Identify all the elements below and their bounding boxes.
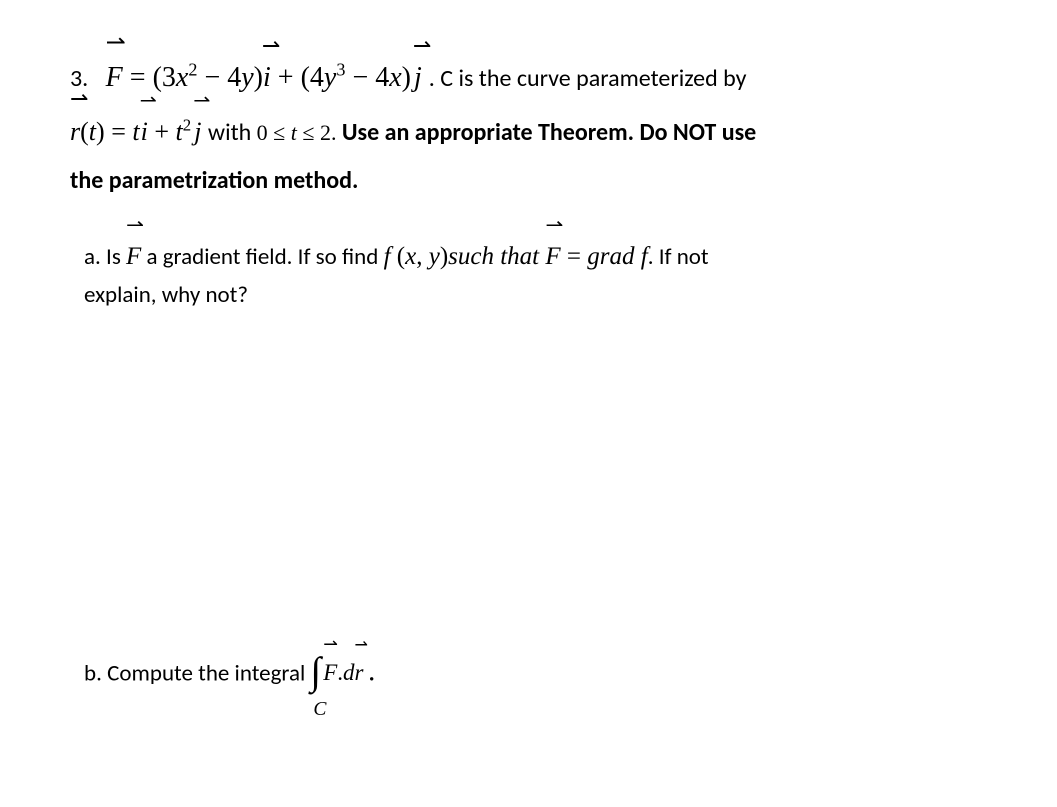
unit-i: i — [263, 62, 271, 93]
problem-statement: 3. ⇀F = (3x2 − 4y)⇀i + (4y3 − 4x)⇀j . C … — [70, 56, 997, 201]
curve-description: C is the curve parameterized by — [440, 64, 746, 93]
integral: ∫ C — [310, 654, 321, 696]
vector-r: r — [70, 117, 80, 146]
unit-j-2: j — [194, 117, 201, 146]
unit-i-2: i — [141, 117, 148, 146]
part-b: b. Compute the integral ∫ C ⇀F.d⇀r . — [84, 654, 997, 696]
part-a-text2: . If not — [648, 243, 709, 271]
vector-F-b: F — [323, 660, 337, 685]
part-a-text1: a gradient field. If so find — [141, 243, 383, 271]
text-period: . — [429, 64, 440, 93]
unit-j: j — [414, 62, 422, 93]
vector-F: F — [106, 62, 123, 93]
part-b-period: . — [363, 659, 374, 687]
part-a: a. Is ⇀F a gradient field. If so find f … — [84, 237, 997, 314]
vector-F-a: F — [126, 243, 141, 270]
part-a-text3: explain, why not? — [84, 281, 248, 309]
part-b-label: b. Compute the integral — [84, 659, 310, 687]
vector-F-a2: F — [545, 243, 560, 270]
instruction-bold-1: Use an appropriate Theorem. Do NOT use — [336, 118, 756, 147]
with-text: with — [208, 118, 257, 147]
instruction-bold-2: the parametrization method. — [70, 166, 358, 195]
vector-r-b: r — [355, 660, 364, 685]
part-a-label: a. Is — [84, 243, 126, 271]
